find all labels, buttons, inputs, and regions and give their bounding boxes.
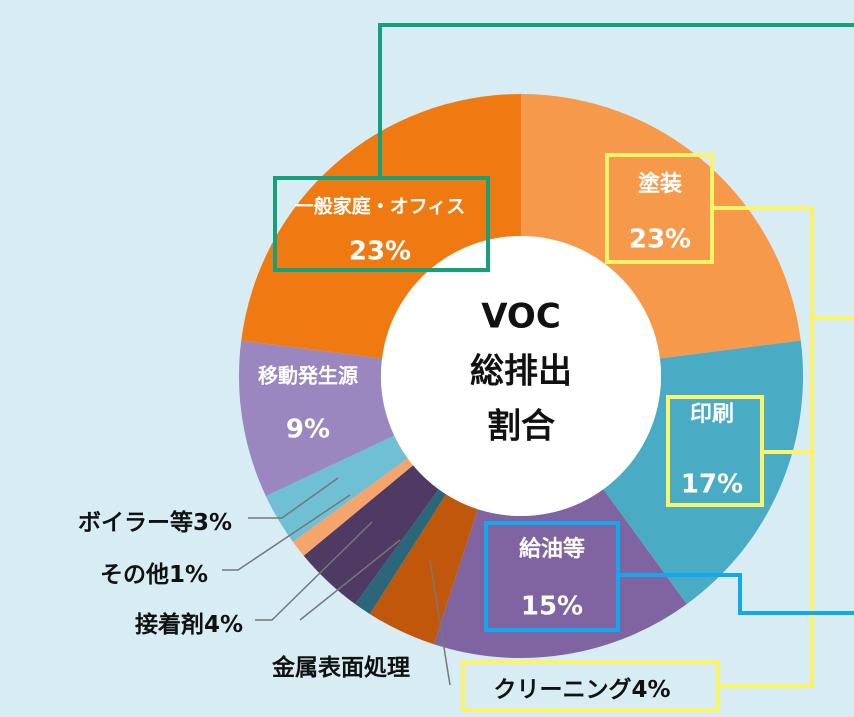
center-text: 割合 bbox=[487, 407, 555, 447]
value-label: 4% bbox=[631, 677, 670, 703]
slice bbox=[241, 94, 522, 359]
category-label: 給油等 bbox=[519, 536, 585, 562]
value-label: 4% bbox=[204, 612, 243, 638]
category-label: その他 bbox=[100, 562, 169, 588]
category-label: 一般家庭・オフィス bbox=[295, 195, 466, 218]
donut-hole bbox=[381, 236, 661, 516]
outside-label: 接着剤4% bbox=[135, 611, 243, 638]
outside-label: 金属表面処理 bbox=[271, 654, 410, 681]
category-label: クリーニング bbox=[493, 676, 631, 703]
slice bbox=[292, 458, 414, 556]
slice bbox=[369, 494, 478, 645]
center-text: 総排出 bbox=[470, 352, 572, 392]
callout-line bbox=[378, 23, 854, 178]
slice bbox=[355, 489, 446, 615]
value-label: 23% bbox=[349, 237, 411, 267]
slice bbox=[303, 465, 439, 605]
value-label: 23% bbox=[629, 225, 691, 255]
value-label: 15% bbox=[521, 592, 583, 622]
slice bbox=[265, 435, 408, 542]
slice bbox=[239, 340, 395, 497]
leader-lines bbox=[222, 477, 451, 686]
category-label: 金属表面処理 bbox=[271, 654, 410, 681]
callouts bbox=[273, 23, 854, 712]
outside-label: クリーニング4% bbox=[493, 676, 670, 703]
center-text: VOC bbox=[481, 297, 561, 337]
outside-label: その他1% bbox=[100, 562, 208, 588]
category-label: 接着剤 bbox=[135, 611, 204, 638]
category-label: 移動発生源 bbox=[258, 364, 358, 388]
value-label: 9% bbox=[286, 415, 330, 445]
slices bbox=[239, 94, 804, 658]
callout-line bbox=[618, 573, 854, 615]
value-label: 17% bbox=[681, 470, 743, 500]
slice bbox=[433, 489, 687, 658]
category-label: 印刷 bbox=[690, 402, 734, 427]
value-label: 1% bbox=[169, 562, 208, 588]
category-label: ボイラー等 bbox=[78, 509, 193, 536]
value-label: 3% bbox=[193, 510, 232, 536]
category-label: 塗装 bbox=[638, 171, 682, 197]
outside-label: ボイラー等3% bbox=[78, 509, 232, 536]
callout-line bbox=[712, 206, 814, 688]
slice bbox=[521, 94, 801, 359]
slice bbox=[603, 340, 804, 605]
